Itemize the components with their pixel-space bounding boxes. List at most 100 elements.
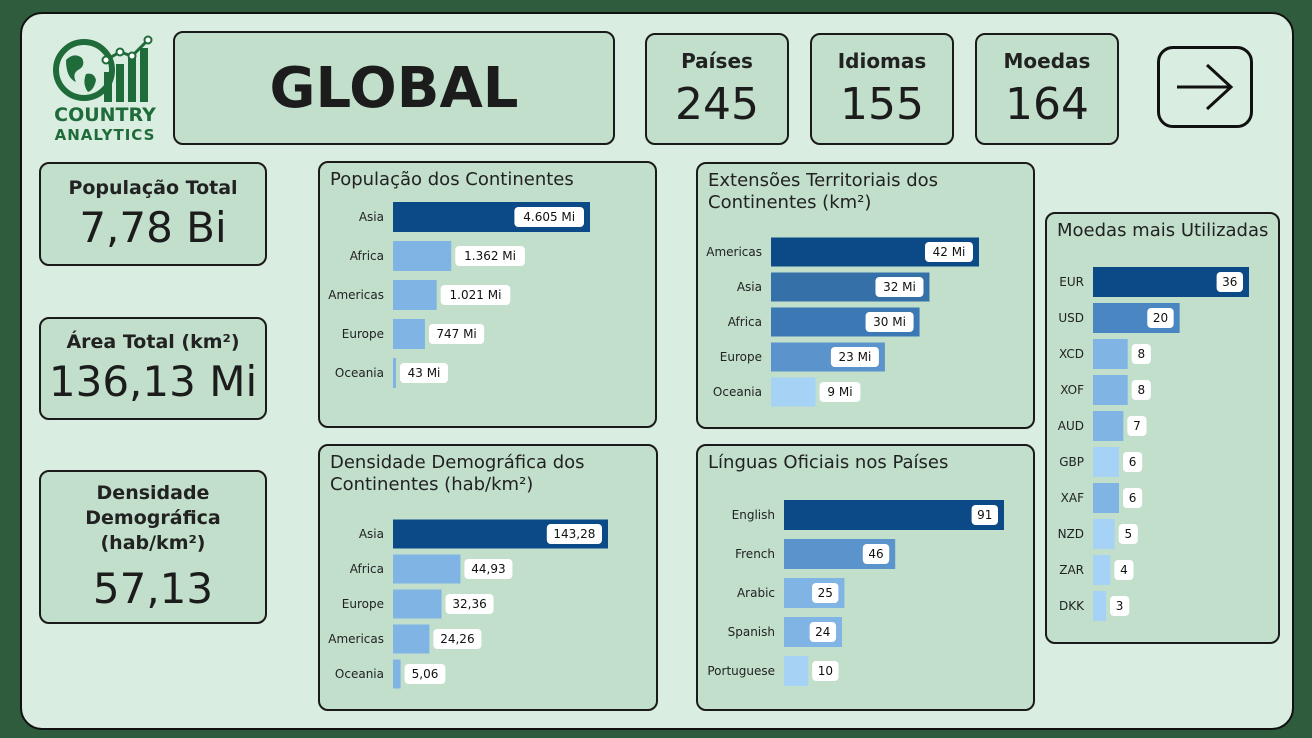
data-label-text: 6 <box>1129 455 1137 469</box>
data-label-bg <box>1216 272 1243 292</box>
data-label-bg <box>433 629 482 649</box>
data-label: 6 <box>1123 488 1143 508</box>
data-label-text: 43 Mi <box>408 366 441 380</box>
data-label: 32,36 <box>445 594 494 614</box>
category-label: Asia <box>359 527 384 541</box>
kpi-paises-value: 245 <box>675 78 759 130</box>
brand-line-1: COUNTRY <box>54 104 156 126</box>
data-label-bg <box>862 544 890 564</box>
data-label-text: 30 Mi <box>873 315 906 329</box>
bar[interactable] <box>393 358 396 388</box>
data-label-bg <box>1131 380 1151 400</box>
bar[interactable] <box>1093 591 1106 621</box>
data-label-text: 5 <box>1124 527 1132 541</box>
bar[interactable] <box>1093 375 1128 405</box>
kpi-idiomas: Idiomas 155 <box>810 33 954 145</box>
data-label: 6 <box>1123 452 1143 472</box>
bar[interactable] <box>1093 411 1124 441</box>
data-label-bg <box>865 312 914 332</box>
data-label-bg <box>1147 308 1174 328</box>
data-label: 10 <box>812 661 839 681</box>
data-label-text: 9 Mi <box>827 385 852 399</box>
bar[interactable] <box>771 377 816 407</box>
data-label-text: 747 Mi <box>436 327 476 341</box>
bar[interactable] <box>1093 447 1119 477</box>
category-label: Asia <box>737 280 762 294</box>
data-label: 5 <box>1118 524 1138 544</box>
kpi-paises: Países 245 <box>645 33 789 145</box>
data-label-bg <box>819 382 861 402</box>
chart-plot: Asia 4.605 Mi Africa 1.362 Mi Americas 1.021 … <box>328 202 590 388</box>
category-label: French <box>735 547 775 561</box>
category-label: NZD <box>1058 527 1084 541</box>
bar[interactable] <box>784 500 1004 530</box>
bar[interactable] <box>1093 555 1111 585</box>
data-label-text: 24 <box>815 625 830 639</box>
data-label-bg <box>1123 488 1143 508</box>
data-label-bg <box>514 207 584 227</box>
bar[interactable] <box>393 659 401 689</box>
data-label: 24,26 <box>433 629 482 649</box>
category-label: XAF <box>1061 491 1084 505</box>
data-label-bg <box>1127 416 1147 436</box>
data-label: 20 <box>1147 308 1174 328</box>
next-page-button[interactable] <box>1157 46 1253 128</box>
chart-title: Línguas Oficiais nos Países <box>708 452 949 473</box>
category-label: Africa <box>350 249 384 263</box>
data-label-text: 3 <box>1116 599 1124 613</box>
category-label: ZAR <box>1059 563 1084 577</box>
data-label-text: 143,28 <box>553 527 595 541</box>
data-label-bg <box>809 622 837 642</box>
category-label: Africa <box>350 562 384 576</box>
kpi-moedas-value: 164 <box>1005 78 1089 130</box>
category-label: GBP <box>1059 455 1084 469</box>
data-label-bg <box>445 594 494 614</box>
chart-plot: Americas 42 Mi Asia 32 Mi Africa 30 Mi Europe 2… <box>706 237 979 407</box>
data-label: 5,06 <box>404 664 446 684</box>
stat-densidade-value: 57,13 <box>92 564 214 613</box>
bar[interactable] <box>393 624 430 654</box>
logo: COUNTRY ANALYTICS <box>46 34 166 144</box>
bar[interactable] <box>393 319 425 349</box>
data-label: 143,28 <box>546 524 602 544</box>
bar[interactable] <box>393 554 461 584</box>
data-label: 4.605 Mi <box>514 207 584 227</box>
data-label: 8 <box>1131 380 1151 400</box>
data-label-bg <box>1123 452 1143 472</box>
category-label: AUD <box>1058 419 1084 433</box>
stat-populacao: População Total 7,78 Bi <box>39 162 267 266</box>
kpi-moedas: Moedas 164 <box>975 33 1119 145</box>
kpi-idiomas-value: 155 <box>840 78 924 130</box>
stat-populacao-label: População Total <box>68 176 238 199</box>
data-label-bg <box>1114 560 1134 580</box>
stat-densidade-label-3: (hab/km²) <box>100 532 206 554</box>
data-label-text: 4.605 Mi <box>523 210 575 224</box>
data-label-text: 32 Mi <box>883 280 916 294</box>
chart-plot: Asia 143,28 Africa 44,93 Europe 32,36 Americas… <box>328 519 608 689</box>
bar[interactable] <box>393 589 442 619</box>
bar[interactable] <box>1093 519 1115 549</box>
data-label-text: 42 Mi <box>933 245 966 259</box>
bar[interactable] <box>393 280 437 310</box>
category-label: Europe <box>342 327 384 341</box>
data-label: 3 <box>1110 596 1130 616</box>
chart-plot: English 91 French 46 Arabic 25 Spanish 24 Portug… <box>707 500 1004 686</box>
data-label: 91 <box>971 505 998 525</box>
bar[interactable] <box>1093 339 1128 369</box>
category-label: XCD <box>1059 347 1084 361</box>
data-label-bg <box>812 661 839 681</box>
bar[interactable] <box>784 656 809 686</box>
bar[interactable] <box>1093 483 1119 513</box>
data-label: 42 Mi <box>925 242 973 262</box>
data-label: 46 <box>862 544 890 564</box>
chart-linguas-oficiais: Línguas Oficiais nos Países English 91 Fre… <box>696 444 1035 711</box>
data-label-text: 46 <box>868 547 883 561</box>
data-label-text: 44,93 <box>471 562 505 576</box>
data-label-text: 4 <box>1120 563 1128 577</box>
kpi-moedas-label: Moedas <box>1003 48 1091 73</box>
data-label-bg <box>428 324 485 344</box>
bar[interactable] <box>393 241 452 271</box>
data-label: 23 Mi <box>830 347 879 367</box>
data-label-bg <box>400 363 448 383</box>
category-label: Africa <box>728 315 762 329</box>
